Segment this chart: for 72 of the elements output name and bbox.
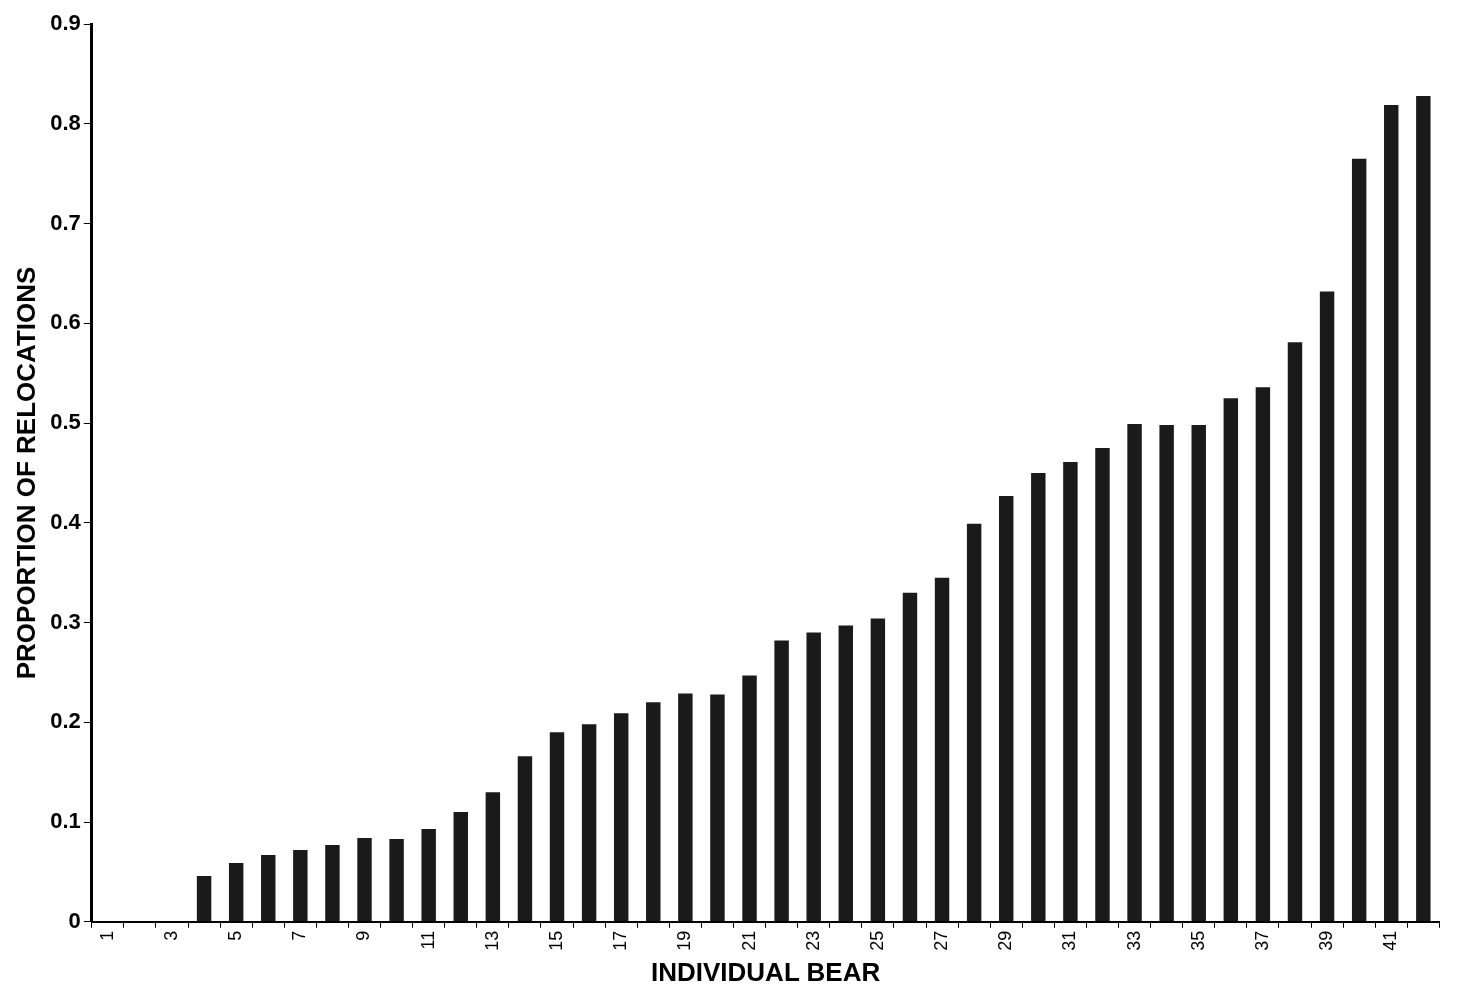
bar <box>710 694 725 922</box>
bar <box>1127 424 1142 922</box>
x-axis-title: INDIVIDUAL BEAR <box>650 956 881 987</box>
bar <box>1384 104 1399 922</box>
y-tick-label: 0.4 <box>50 508 82 534</box>
bar <box>1351 158 1367 922</box>
bar <box>678 693 693 922</box>
x-tick-label: 17 <box>610 930 631 951</box>
x-tick-label: 1 <box>96 930 117 941</box>
bar <box>293 849 308 922</box>
x-tick-label: 35 <box>1187 930 1208 951</box>
bar <box>1159 425 1174 922</box>
y-tick-label: 0.3 <box>50 608 81 634</box>
bar <box>196 875 212 922</box>
bar <box>774 640 789 922</box>
x-tick-label: 3 <box>160 930 181 941</box>
x-tick-label: 29 <box>995 930 1016 951</box>
x-tick-label: 41 <box>1380 930 1401 951</box>
x-tick-label: 5 <box>225 930 246 941</box>
bar <box>999 495 1014 922</box>
bar <box>1223 398 1239 922</box>
bar <box>613 713 629 922</box>
y-axis-title: PROPORTION OF RELOCATIONS <box>10 266 41 680</box>
x-tick-label: 25 <box>866 930 887 951</box>
bar <box>389 839 404 922</box>
bar <box>646 702 661 922</box>
bar <box>549 732 565 922</box>
x-tick-label: 13 <box>481 930 502 951</box>
y-tick-label: 0.9 <box>50 10 81 36</box>
x-tick-label: 7 <box>289 930 310 941</box>
bar <box>742 675 757 922</box>
bar <box>581 724 597 922</box>
x-tick-label: 19 <box>674 930 695 951</box>
bar <box>806 632 821 922</box>
x-tick-label: 31 <box>1059 930 1080 951</box>
bar <box>934 577 950 922</box>
bar <box>870 618 886 922</box>
x-tick-label: 27 <box>931 930 952 951</box>
bar <box>1095 448 1110 922</box>
x-tick-label: 37 <box>1251 930 1272 951</box>
bar <box>1255 387 1271 922</box>
bar <box>1319 291 1335 922</box>
bar <box>325 844 340 922</box>
y-tick-label: 0.2 <box>50 708 81 734</box>
bar <box>1416 96 1431 922</box>
y-tick-label: 0 <box>68 907 81 933</box>
bar <box>357 838 372 922</box>
x-tick-label: 39 <box>1316 930 1337 951</box>
bar <box>902 592 918 922</box>
x-tick-label: 11 <box>417 930 438 950</box>
y-tick-label: 0.7 <box>50 209 81 235</box>
bar <box>838 625 854 922</box>
bar <box>261 854 276 922</box>
y-tick-label: 0.8 <box>50 109 81 135</box>
bar <box>517 756 533 922</box>
y-tick-label: 0.1 <box>50 808 81 834</box>
bar <box>1031 472 1046 922</box>
bar <box>1191 425 1206 922</box>
y-tick-label: 0.6 <box>50 309 81 335</box>
x-tick-label: 15 <box>545 930 566 951</box>
bar <box>485 792 501 922</box>
bar <box>421 829 436 922</box>
x-tick-label: 33 <box>1123 930 1144 951</box>
x-tick-label: 21 <box>738 930 759 951</box>
x-tick-label: 9 <box>353 930 374 941</box>
bar <box>1063 462 1078 922</box>
x-tick-label: 23 <box>802 930 823 951</box>
bar <box>228 862 244 922</box>
y-tick-label: 0.5 <box>50 409 81 435</box>
bar <box>966 523 982 922</box>
bar <box>1287 342 1303 922</box>
bar <box>453 812 468 922</box>
